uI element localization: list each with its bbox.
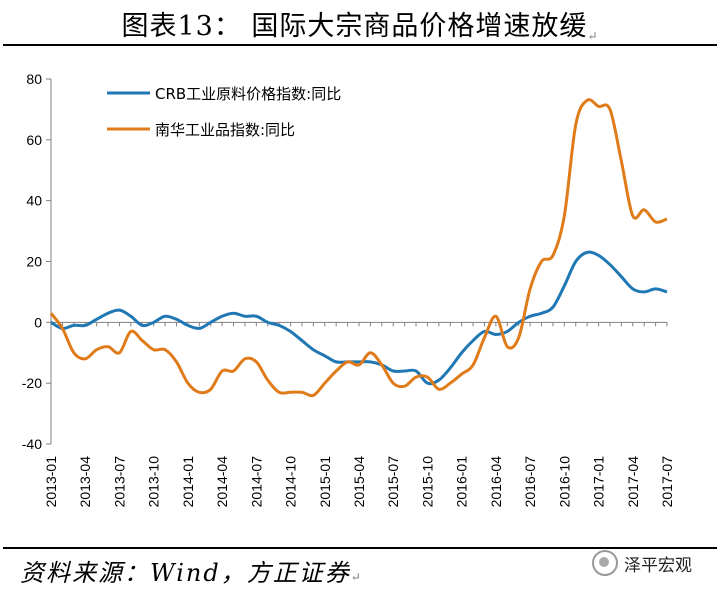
x-tick-label: 2014-07 [248,456,264,508]
x-tick-label: 2014-04 [214,456,230,508]
x-tick-label: 2015-04 [351,456,367,508]
footer-divider [3,547,717,549]
y-tick-label: 40 [26,193,42,209]
source-text: 资料来源：Wind，方正证券 [20,559,351,587]
series-lines [49,98,668,398]
x-tick-label: 2015-10 [419,456,435,508]
x-tick-label: 2015-01 [317,456,333,508]
paragraph-mark-icon: ↵ [350,570,363,584]
series-line-crb [50,250,668,386]
y-tick-label: 60 [26,132,42,148]
title-divider [3,44,717,46]
legend-label: CRB工业原料价格指数:同比 [155,85,341,103]
x-axis-ticks: 2013-01 2013-04 2013-07 2013-10 2014-01 2014-… [43,322,675,507]
x-tick-label: 2015-07 [385,456,401,508]
x-tick-label: 2013-01 [43,456,59,508]
x-tick-label: 2013-04 [77,456,93,508]
x-tick-label: 2014-10 [283,456,299,508]
x-tick-label: 2016-07 [522,456,538,508]
x-tick-label: 2017-04 [625,456,641,508]
y-tick-label: -40 [22,436,42,452]
brand-name: 泽平宏观 [624,555,692,576]
y-axis-ticks: -40 -20 0 20 40 60 80 [22,71,51,452]
y-tick-label: 0 [34,314,42,330]
y-tick-label: 80 [26,71,42,87]
wechat-logo-icon [592,550,618,576]
x-tick-label: 2013-10 [146,456,162,508]
legend-label: 南华工业品指数:同比 [155,121,295,139]
series-line-nanhua [49,98,668,398]
x-tick-label: 2017-01 [591,456,607,508]
page-title: 图表13： 国际大宗商品价格增速放缓↵ [0,4,720,43]
x-tick-label: 2014-01 [180,456,196,508]
y-tick-label: 20 [26,254,42,270]
paragraph-mark-icon: ↵ [587,29,599,43]
y-tick-label: -20 [22,375,42,391]
x-tick-label: 2016-01 [454,456,470,508]
x-tick-label: 2016-10 [556,456,572,508]
brand-watermark: 泽平宏观 [592,548,692,578]
title-text: 图表13： 国际大宗商品价格增速放缓 [121,11,588,42]
x-tick-label: 2017-07 [659,456,675,508]
x-tick-label: 2016-04 [488,456,504,508]
x-tick-label: 2013-07 [111,456,127,508]
source-note: 资料来源：Wind，方正证券↵ [20,553,363,588]
